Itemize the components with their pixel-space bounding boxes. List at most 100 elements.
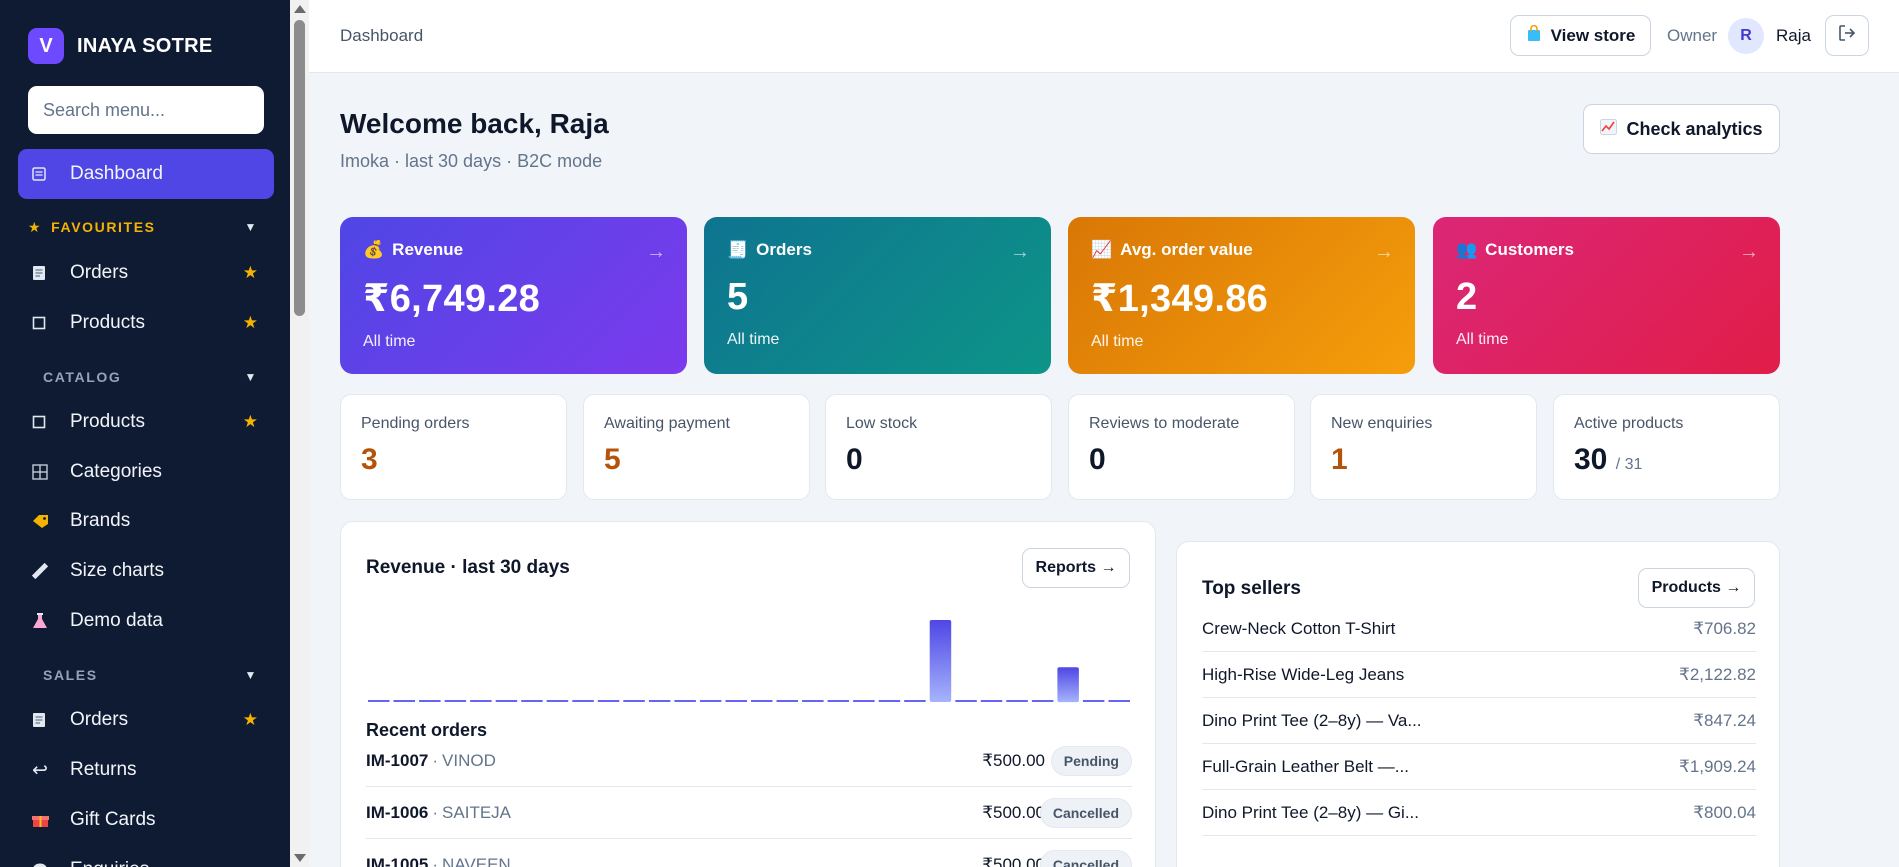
sidebar-scrollbar[interactable] — [290, 0, 309, 867]
metric-active-products[interactable]: Active products 30 / 31 — [1553, 394, 1780, 500]
stat-card-customers[interactable]: 👥 Customers 2 All time → — [1433, 217, 1780, 374]
revenue-bar — [929, 620, 952, 702]
scroll-down-arrow-icon[interactable] — [294, 854, 306, 862]
sidebar-item-gift-cards[interactable]: Gift Cards — [18, 795, 274, 845]
metric-low-stock[interactable]: Low stock 0 — [825, 394, 1052, 500]
stat-note: All time — [727, 331, 780, 348]
section-favourites[interactable]: ★ FAVOURITES ▼ — [28, 215, 264, 239]
stat-note: All time — [1091, 333, 1144, 350]
sidebar-item-label: Categories — [70, 461, 162, 482]
breadcrumb[interactable]: Dashboard — [340, 26, 424, 45]
favourite-star-icon[interactable]: ★ — [242, 263, 258, 282]
sidebar-item-products[interactable]: Products ★ — [18, 397, 274, 447]
section-title: CATALOG — [43, 369, 122, 385]
seller-row[interactable]: Dino Print Tee (2–8y) — Gi... ₹800.04 — [1202, 790, 1756, 836]
sidebar-item-returns[interactable]: ↩ Returns — [18, 745, 274, 795]
caret-down-icon: ▼ — [244, 220, 258, 234]
sidebar-item-label: Enquiries — [70, 859, 149, 867]
order-id[interactable]: IM-1005 — [366, 854, 429, 867]
revenue-bar — [955, 700, 977, 702]
revenue-bar — [572, 700, 594, 702]
section-sales[interactable]: SALES ▼ — [28, 663, 264, 687]
sidebar-item-demo-data[interactable]: Demo data — [18, 596, 274, 646]
metric-awaiting-payment[interactable]: Awaiting payment 5 — [583, 394, 810, 500]
revenue-bar — [546, 700, 569, 702]
sidebar: V INAYA SOTRE Dashboard ★ FAVOURITES ▼ O… — [0, 0, 290, 867]
sidebar-item-label: Orders — [70, 262, 129, 283]
scrollbar-thumb[interactable] — [294, 20, 305, 316]
order-customer: VINOD — [442, 750, 496, 770]
sidebar-item-enquiries[interactable]: Enquiries — [18, 845, 274, 867]
stat-card-revenue[interactable]: 💰 Revenue ₹6,749.28 All time → — [340, 217, 687, 374]
section-catalog[interactable]: CATALOG ▼ — [28, 365, 264, 389]
metric-value: 30 — [1574, 443, 1608, 476]
logout-button[interactable] — [1825, 15, 1869, 56]
revenue-bar — [1031, 700, 1054, 702]
metric-pending-orders[interactable]: Pending orders 3 — [340, 394, 567, 500]
sidebar-item-label: Orders — [70, 709, 129, 730]
metric-new-enquiries[interactable]: New enquiries 1 — [1310, 394, 1537, 500]
stat-note: All time — [363, 333, 416, 350]
revenue-bar — [980, 700, 1003, 702]
revenue-bar — [648, 700, 671, 702]
status-badge: Cancelled — [1039, 849, 1132, 867]
seller-price: ₹847.24 — [1693, 710, 1756, 730]
metric-value: 3 — [361, 443, 378, 476]
order-id[interactable]: IM-1006 — [366, 802, 429, 822]
sidebar-item-brands[interactable]: Brands — [18, 496, 274, 546]
chart-up-icon: 📈 — [1091, 240, 1113, 259]
order-row[interactable]: IM-1006 · SAITEJA ₹500.00 Cancelled — [366, 787, 1132, 839]
seller-price: ₹706.82 — [1693, 618, 1756, 638]
stat-label: Revenue — [392, 240, 464, 259]
seller-row[interactable]: Dino Print Tee (2–8y) — Va... ₹847.24 — [1202, 698, 1756, 744]
reports-button[interactable]: Reports → — [1022, 548, 1130, 588]
stat-card-orders[interactable]: 🧾 Orders 5 All time → — [704, 217, 1051, 374]
favourite-star-icon[interactable]: ★ — [242, 313, 258, 332]
order-row[interactable]: IM-1005 · NAVEEN ₹500.00 Cancelled — [366, 839, 1132, 867]
seller-name: Dino Print Tee (2–8y) — Va... — [1202, 710, 1422, 730]
menu-search-input[interactable] — [28, 86, 264, 134]
brand[interactable]: V INAYA SOTRE — [28, 28, 213, 64]
brand-name: INAYA SOTRE — [77, 34, 213, 57]
user-name[interactable]: Raja — [1776, 26, 1811, 45]
order-id[interactable]: IM-1007 — [366, 750, 429, 770]
favourite-star-icon[interactable]: ★ — [242, 710, 258, 729]
favourite-star-icon[interactable]: ★ — [242, 412, 258, 431]
avatar[interactable]: R — [1728, 18, 1764, 54]
seller-row[interactable]: Crew-Neck Cotton T-Shirt ₹706.82 — [1202, 606, 1756, 652]
dashboard-icon — [32, 167, 56, 181]
sidebar-item-sales-orders[interactable]: Orders ★ — [18, 695, 274, 745]
sidebar-item-categories[interactable]: Categories — [18, 447, 274, 497]
ruler-icon — [32, 563, 56, 579]
metric-value: 5 — [604, 443, 621, 476]
sidebar-item-size-charts[interactable]: Size charts — [18, 546, 274, 596]
sidebar-item-label: Brands — [70, 510, 131, 531]
seller-row[interactable]: High-Rise Wide-Leg Jeans ₹2,122.82 — [1202, 652, 1756, 698]
stat-note: All time — [1456, 331, 1509, 348]
brand-logo: V — [28, 28, 64, 64]
metric-label: Low stock — [846, 415, 918, 432]
scroll-up-arrow-icon[interactable] — [294, 5, 306, 13]
seller-name: Full-Grain Leather Belt —... — [1202, 756, 1409, 776]
top-sellers-title: Top sellers — [1202, 578, 1301, 599]
seller-row[interactable]: Full-Grain Leather Belt —... ₹1,909.24 — [1202, 744, 1756, 790]
receipt-icon: 🧾 — [727, 240, 749, 259]
order-row[interactable]: IM-1007 · VINOD ₹500.00 Pending — [366, 735, 1132, 787]
view-store-button[interactable]: View store — [1510, 15, 1651, 56]
sidebar-item-dashboard[interactable]: Dashboard — [18, 149, 274, 199]
check-analytics-button[interactable]: Check analytics — [1583, 104, 1780, 154]
sidebar-item-products-fav[interactable]: Products ★ — [18, 298, 274, 348]
seller-price: ₹1,909.24 — [1679, 756, 1756, 776]
metric-label: Awaiting payment — [604, 415, 730, 432]
revenue-bar — [521, 700, 543, 702]
metric-reviews-to-moderate[interactable]: Reviews to moderate 0 — [1068, 394, 1295, 500]
separator-dot: · — [432, 854, 439, 867]
products-button[interactable]: Products → — [1638, 568, 1755, 608]
stat-card-avg-order-value[interactable]: 📈 Avg. order value ₹1,349.86 All time → — [1068, 217, 1415, 374]
page-subtitle: Imoka · last 30 days · B2C mode — [340, 151, 603, 171]
metric-value: 0 — [1089, 443, 1106, 476]
money-bag-icon: 💰 — [363, 240, 385, 259]
order-amount: ₹500.00 — [982, 750, 1045, 770]
sidebar-item-orders[interactable]: Orders ★ — [18, 248, 274, 298]
arrow-right-icon: → — [1010, 241, 1030, 263]
